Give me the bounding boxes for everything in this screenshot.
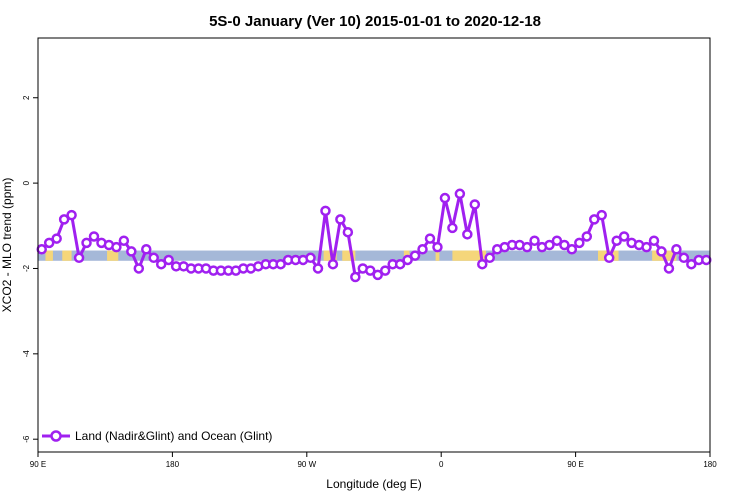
data-point bbox=[574, 237, 585, 249]
land-band-segment bbox=[342, 250, 356, 261]
data-point bbox=[462, 229, 473, 240]
legend-label: Land (Nadir&Glint) and Ocean (Glint) bbox=[75, 429, 272, 443]
data-point bbox=[148, 252, 159, 264]
data-point bbox=[566, 244, 578, 255]
data-point bbox=[484, 252, 495, 264]
data-point bbox=[656, 246, 667, 257]
data-point bbox=[312, 263, 324, 274]
data-point bbox=[641, 241, 652, 253]
x-tick-label: 0 bbox=[439, 460, 444, 469]
data-point bbox=[701, 254, 712, 266]
data-point bbox=[686, 258, 697, 270]
data-point bbox=[544, 239, 555, 251]
data-point bbox=[678, 252, 690, 264]
data-point bbox=[454, 188, 466, 200]
data-point bbox=[320, 205, 331, 217]
x-tick-label: 90 E bbox=[567, 460, 583, 469]
data-point bbox=[51, 233, 62, 244]
y-tick-label: -6 bbox=[22, 435, 31, 443]
data-point bbox=[58, 214, 70, 225]
land-band-segment bbox=[62, 250, 72, 261]
data-point bbox=[379, 265, 391, 276]
y-tick-label: -2 bbox=[22, 264, 31, 272]
y-tick-label: -4 bbox=[22, 350, 31, 358]
y-tick-label: 0 bbox=[22, 180, 31, 185]
data-point bbox=[596, 209, 607, 221]
data-point bbox=[424, 233, 436, 244]
data-point bbox=[126, 246, 137, 257]
land-band-segment bbox=[598, 250, 608, 261]
data-point bbox=[275, 258, 286, 270]
land-band-segment bbox=[452, 250, 486, 261]
data-point bbox=[141, 244, 152, 255]
x-tick-label: 90 W bbox=[297, 460, 316, 469]
data-point bbox=[447, 222, 458, 234]
data-point bbox=[327, 258, 339, 270]
legend: Land (Nadir&Glint) and Ocean (Glint) bbox=[42, 429, 272, 443]
data-point bbox=[581, 231, 593, 242]
data-point bbox=[477, 258, 488, 270]
data-point bbox=[521, 241, 533, 253]
data-point bbox=[611, 235, 622, 246]
x-axis-label: Longitude (deg E) bbox=[326, 477, 421, 491]
data-point bbox=[111, 241, 122, 253]
y-tick-label: 2 bbox=[22, 95, 31, 100]
data-point bbox=[163, 254, 174, 266]
data-point bbox=[559, 239, 570, 251]
data-point bbox=[342, 226, 354, 238]
x-tick-label: 180 bbox=[166, 460, 180, 469]
land-band-segment bbox=[45, 250, 53, 261]
data-point bbox=[469, 199, 481, 210]
data-point bbox=[402, 254, 413, 266]
data-point bbox=[439, 192, 451, 204]
data-point bbox=[73, 252, 85, 264]
data-point bbox=[350, 271, 361, 283]
data-point bbox=[133, 263, 145, 274]
x-axis: 90 E 180 90 W 0 90 E 180 bbox=[30, 452, 717, 469]
data-point bbox=[66, 209, 77, 221]
data-point bbox=[648, 235, 660, 246]
x-tick-label: 90 E bbox=[30, 460, 46, 469]
data-point bbox=[305, 252, 316, 264]
legend-marker-swatch bbox=[50, 430, 62, 442]
data-point bbox=[409, 250, 421, 261]
ocean-band bbox=[38, 250, 710, 261]
data-point bbox=[529, 235, 540, 246]
data-point bbox=[118, 235, 130, 246]
chart-title: 5S-0 January (Ver 10) 2015-01-01 to 2020… bbox=[209, 13, 541, 30]
data-point bbox=[81, 237, 92, 249]
data-point bbox=[618, 231, 630, 242]
land-band-segment bbox=[323, 250, 337, 261]
data-point bbox=[551, 235, 563, 246]
data-point bbox=[417, 244, 428, 255]
series-layer bbox=[36, 188, 712, 283]
data-point bbox=[155, 258, 167, 270]
y-axis-label: XCO2 - MLO trend (ppm) bbox=[0, 178, 14, 313]
data-point bbox=[432, 241, 443, 253]
data-point bbox=[394, 258, 406, 270]
data-point bbox=[365, 265, 376, 276]
x-tick-label: 180 bbox=[703, 460, 717, 469]
land-band-segment bbox=[435, 250, 440, 261]
data-point bbox=[335, 214, 346, 225]
data-point bbox=[589, 214, 600, 225]
data-point bbox=[36, 244, 47, 255]
data-point bbox=[603, 252, 615, 264]
data-point bbox=[372, 269, 383, 281]
plot-frame bbox=[37, 37, 711, 453]
land-band-segment bbox=[107, 250, 119, 261]
data-point bbox=[88, 231, 100, 242]
data-point bbox=[663, 263, 675, 274]
data-point bbox=[43, 237, 55, 249]
y-axis: 2 0 -2 -4 -6 bbox=[22, 95, 38, 443]
data-point bbox=[671, 244, 682, 255]
